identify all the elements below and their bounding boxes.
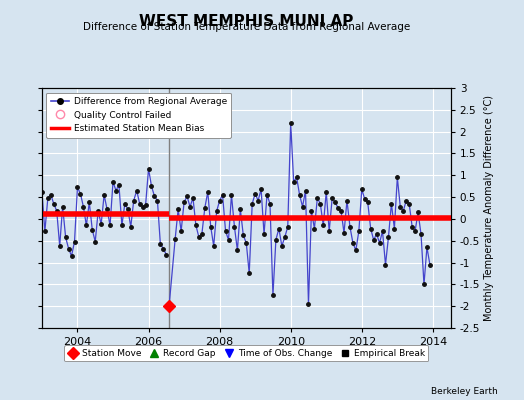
- Legend: Difference from Regional Average, Quality Control Failed, Estimated Station Mean: Difference from Regional Average, Qualit…: [47, 92, 231, 138]
- Text: Berkeley Earth: Berkeley Earth: [431, 387, 498, 396]
- Text: WEST MEMPHIS MUNI AP: WEST MEMPHIS MUNI AP: [139, 14, 354, 29]
- Legend: Station Move, Record Gap, Time of Obs. Change, Empirical Break: Station Move, Record Gap, Time of Obs. C…: [64, 345, 428, 362]
- Text: Difference of Station Temperature Data from Regional Average: Difference of Station Temperature Data f…: [83, 22, 410, 32]
- Y-axis label: Monthly Temperature Anomaly Difference (°C): Monthly Temperature Anomaly Difference (…: [484, 95, 494, 321]
